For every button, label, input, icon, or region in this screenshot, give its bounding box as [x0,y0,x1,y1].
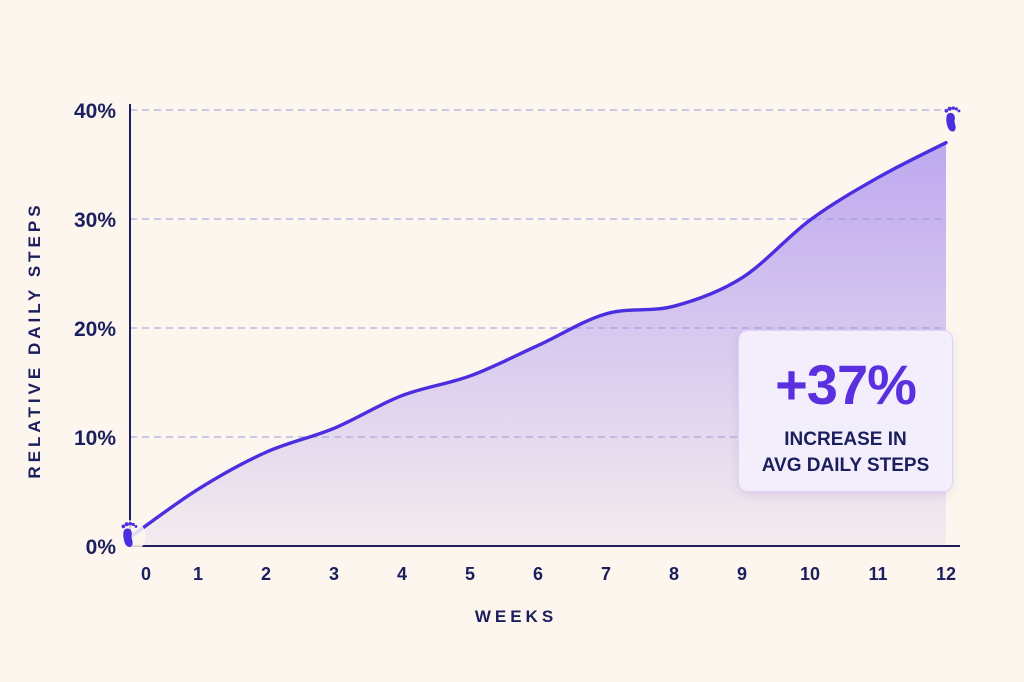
x-tick-label: 8 [669,564,679,584]
x-tick-label: 4 [397,564,407,584]
y-tick-label: 20% [74,318,116,341]
x-tick-labels: 0 1 2 3 4 5 6 7 8 9 10 11 12 [141,564,956,584]
y-tick-label: 40% [74,100,116,123]
callout-line-1: INCREASE IN [784,429,907,450]
footprint-icon [114,520,146,553]
x-axis-title: WEEKS [475,607,557,626]
series-line [128,141,948,539]
y-axis-title: RELATIVE DAILY STEPS [25,201,44,478]
footprint-markers [114,104,969,553]
callout-line-2: AVG DAILY STEPS [761,455,930,476]
y-tick-label: 0% [86,536,117,559]
x-tick-label: 9 [737,564,747,584]
increase-callout: +37% INCREASE IN AVG DAILY STEPS [738,330,953,492]
x-tick-label: 10 [800,564,820,584]
callout-caption: INCREASE IN AVG DAILY STEPS [739,427,952,479]
y-tick-label: 30% [74,209,116,232]
x-tick-label: 6 [533,564,543,584]
footprint-icon [937,104,969,137]
y-tick-labels: 0% 10% 20% 30% 40% [74,100,116,559]
x-tick-label: 3 [329,564,339,584]
x-tick-label: 0 [141,564,151,584]
x-tick-label: 12 [936,564,956,584]
x-tick-label: 1 [193,564,203,584]
x-tick-label: 11 [868,564,887,584]
callout-value: +37% [775,353,917,416]
x-tick-label: 7 [601,564,611,584]
x-tick-label: 2 [261,564,271,584]
y-tick-label: 10% [74,427,116,450]
x-tick-label: 5 [465,564,475,584]
